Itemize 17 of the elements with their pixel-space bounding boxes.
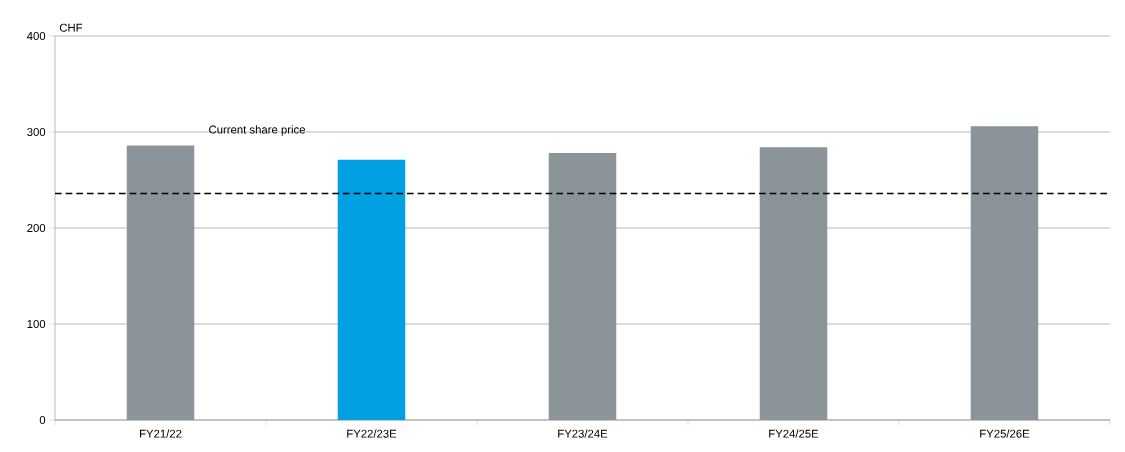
x-tick-label: FY21/22 (140, 429, 182, 438)
bar (126, 145, 195, 420)
ref-line-label: Current share price (209, 125, 305, 136)
bar (759, 147, 828, 420)
y-tick-label: 300 (27, 127, 46, 136)
y-tick-label: 200 (27, 223, 46, 232)
x-tick-label: FY25/26E (980, 429, 1030, 438)
y-axis-title: CHF (59, 23, 83, 32)
bar (970, 126, 1039, 420)
y-tick-label: 0 (39, 415, 46, 424)
x-tick-label: FY22/23E (347, 429, 397, 438)
y-tick-label: 400 (26, 31, 46, 40)
bar (548, 153, 617, 420)
bar (337, 159, 406, 420)
y-tick-label: 100 (27, 319, 46, 328)
x-tick-label: FY24/25E (769, 429, 819, 438)
x-tick-label: FY23/24E (558, 429, 608, 438)
